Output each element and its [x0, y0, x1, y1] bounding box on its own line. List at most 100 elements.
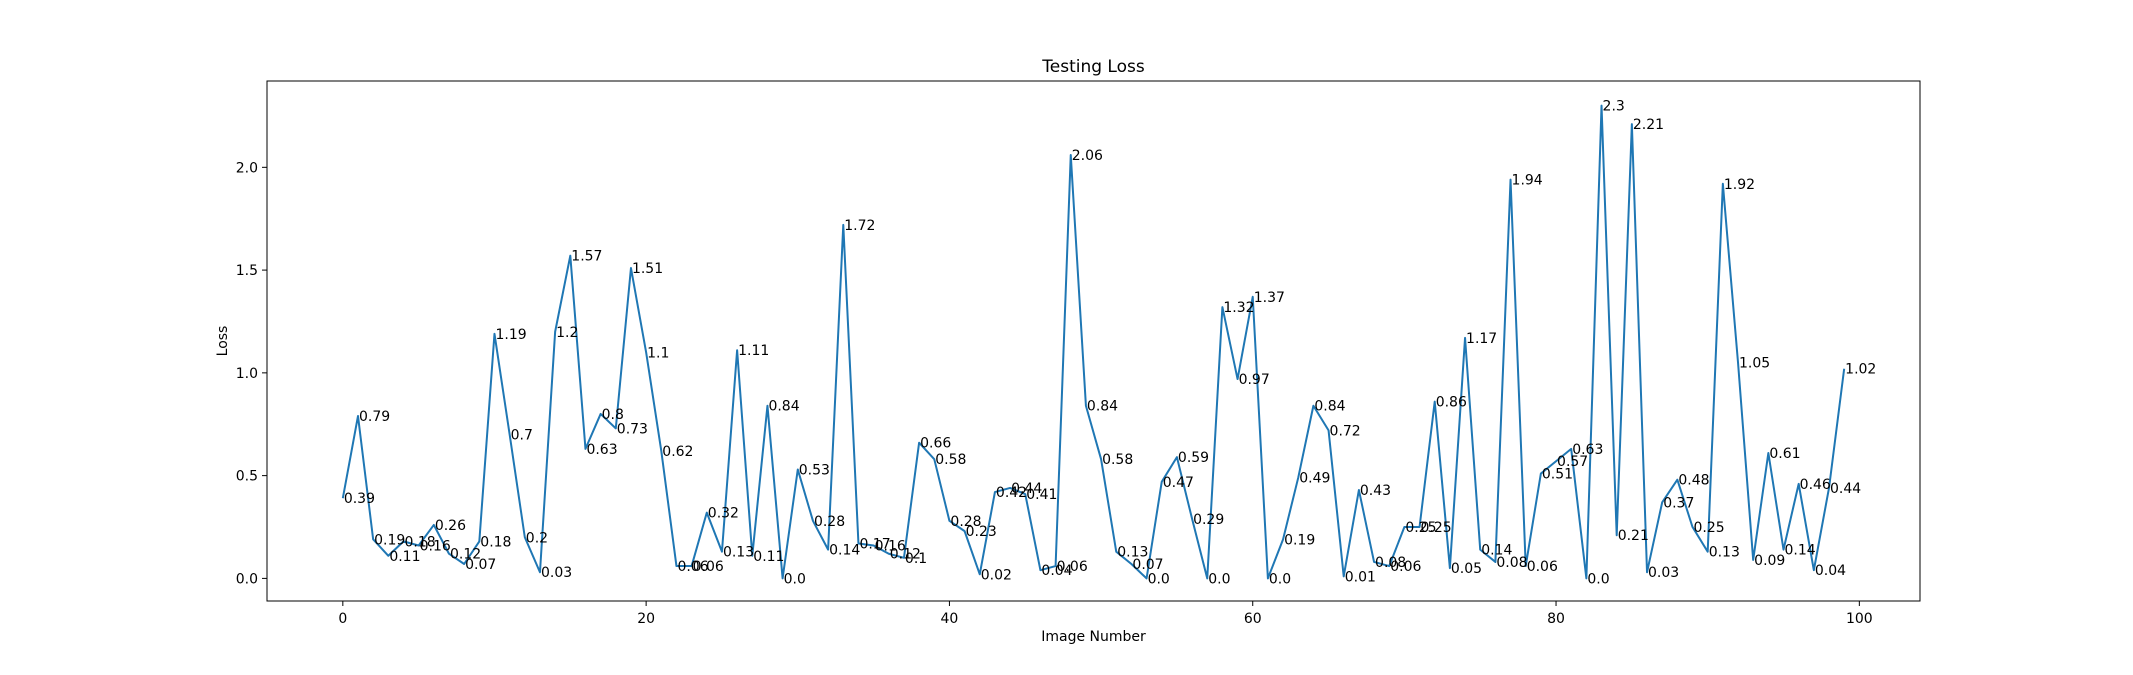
data-label: 0.86: [1436, 395, 1467, 411]
x-tick-label: 0: [338, 611, 347, 627]
data-label: 0.44: [1011, 481, 1042, 497]
x-tick-label: 60: [1244, 611, 1262, 627]
data-label: 0.16: [420, 539, 451, 555]
y-tick-label: 2.0: [236, 160, 258, 176]
data-label: 0.97: [1239, 372, 1270, 388]
x-tick-label: 40: [941, 611, 959, 627]
data-label: 0.19: [1284, 532, 1315, 548]
data-label: 0.12: [450, 547, 481, 563]
data-label: 0.0: [1269, 571, 1291, 587]
data-label: 1.92: [1724, 177, 1755, 193]
data-label: 0.04: [1815, 563, 1846, 579]
data-label: 0.18: [480, 534, 511, 550]
chart-title: Testing Loss: [1041, 57, 1145, 77]
data-label: 0.84: [1314, 399, 1345, 415]
data-label: 0.63: [1572, 442, 1603, 458]
data-label: 0.59: [1178, 450, 1209, 466]
data-label: 0.14: [829, 543, 860, 559]
data-label: 0.43: [1360, 483, 1391, 499]
data-label: 0.07: [465, 557, 496, 573]
data-label: 0.13: [1117, 545, 1148, 561]
data-label: 0.79: [359, 409, 390, 425]
data-label: 1.57: [571, 249, 602, 265]
data-label: 0.13: [723, 545, 754, 561]
data-label: 0.05: [1451, 561, 1482, 577]
y-tick-label: 0.5: [236, 469, 258, 485]
data-label: 1.94: [1512, 173, 1543, 189]
data-label: 0.01: [1345, 569, 1376, 585]
series-line: [341, 104, 1846, 580]
data-label: 0.7: [511, 428, 533, 444]
data-label: 0.0: [1148, 571, 1170, 587]
data-label: 0.44: [1830, 481, 1861, 497]
data-label: 1.1: [647, 345, 669, 361]
data-label: 0.03: [1648, 565, 1679, 581]
data-label: 0.49: [1299, 471, 1330, 487]
data-label: 0.07: [1132, 557, 1163, 573]
x-tick-label: 20: [637, 611, 655, 627]
data-label: 2.06: [1072, 148, 1103, 164]
data-label: 1.37: [1254, 290, 1285, 306]
data-label: 0.06: [1527, 559, 1558, 575]
data-label: 1.11: [738, 343, 769, 359]
data-label: 0.39: [344, 491, 375, 507]
data-label: 0.17: [859, 536, 890, 552]
data-label: 0.0: [1208, 571, 1230, 587]
data-label: 0.25: [1421, 520, 1452, 536]
data-label: 0.02: [981, 567, 1012, 583]
data-label: 1.05: [1739, 356, 1770, 372]
data-label: 0.06: [693, 559, 724, 575]
data-label: 0.19: [374, 532, 405, 548]
data-label: 0.51: [1542, 467, 1573, 483]
y-tick-label: 0.0: [236, 571, 258, 587]
x-axis-label: Image Number: [1041, 629, 1146, 645]
data-label: 0.32: [708, 506, 739, 522]
data-label: 0.0: [784, 571, 806, 587]
data-label: 0.48: [1678, 473, 1709, 489]
data-label: 0.72: [1330, 423, 1361, 439]
data-label: 0.53: [799, 462, 830, 478]
data-label: 0.06: [1390, 559, 1421, 575]
data-label: 0.21: [1618, 528, 1649, 544]
data-label: 0.84: [768, 399, 799, 415]
data-label: 2.21: [1633, 117, 1664, 133]
data-label: 1.51: [632, 261, 663, 277]
data-label: 0.16: [875, 539, 906, 555]
x-tick-label: 100: [1846, 611, 1873, 627]
data-label: 0.13: [1709, 545, 1740, 561]
data-label: 0.28: [950, 514, 981, 530]
data-label: 0.04: [1041, 563, 1072, 579]
data-label: 0.61: [1769, 446, 1800, 462]
data-label: 0.58: [935, 452, 966, 468]
data-label: 1.2: [556, 325, 578, 341]
data-label: 0.25: [1405, 520, 1436, 536]
data-label: 0.23: [966, 524, 997, 540]
data-label: 0.42: [996, 485, 1027, 501]
data-label: 0.8: [602, 407, 624, 423]
data-label: 0.09: [1754, 553, 1785, 569]
data-label: 0.11: [389, 549, 420, 565]
data-label: 2.3: [1603, 99, 1625, 115]
data-label: 1.17: [1466, 331, 1497, 347]
data-label: 1.19: [495, 327, 526, 343]
data-label: 1.02: [1845, 362, 1876, 378]
data-label: 0.0: [1587, 571, 1609, 587]
y-tick-label: 1.0: [236, 366, 258, 382]
data-label: 0.62: [662, 444, 693, 460]
data-label: 0.18: [404, 534, 435, 550]
data-label: 0.25: [1694, 520, 1725, 536]
y-axis-label: Loss: [215, 326, 231, 357]
data-label: 0.1: [905, 551, 927, 567]
data-label: 0.06: [1057, 559, 1088, 575]
data-label: 0.12: [890, 547, 921, 563]
data-label: 0.28: [814, 514, 845, 530]
data-label: 0.08: [1496, 555, 1527, 571]
data-label: 1.32: [1223, 300, 1254, 316]
data-label: 1.72: [844, 218, 875, 234]
plot-area: 0 20 40 60 80 1000.00.51.01.52.00.390.790.190…: [236, 99, 1877, 627]
data-label: 0.14: [1785, 543, 1816, 559]
plot-frame: [266, 80, 1921, 602]
data-label: 0.58: [1102, 452, 1133, 468]
data-label: 0.29: [1193, 512, 1224, 528]
